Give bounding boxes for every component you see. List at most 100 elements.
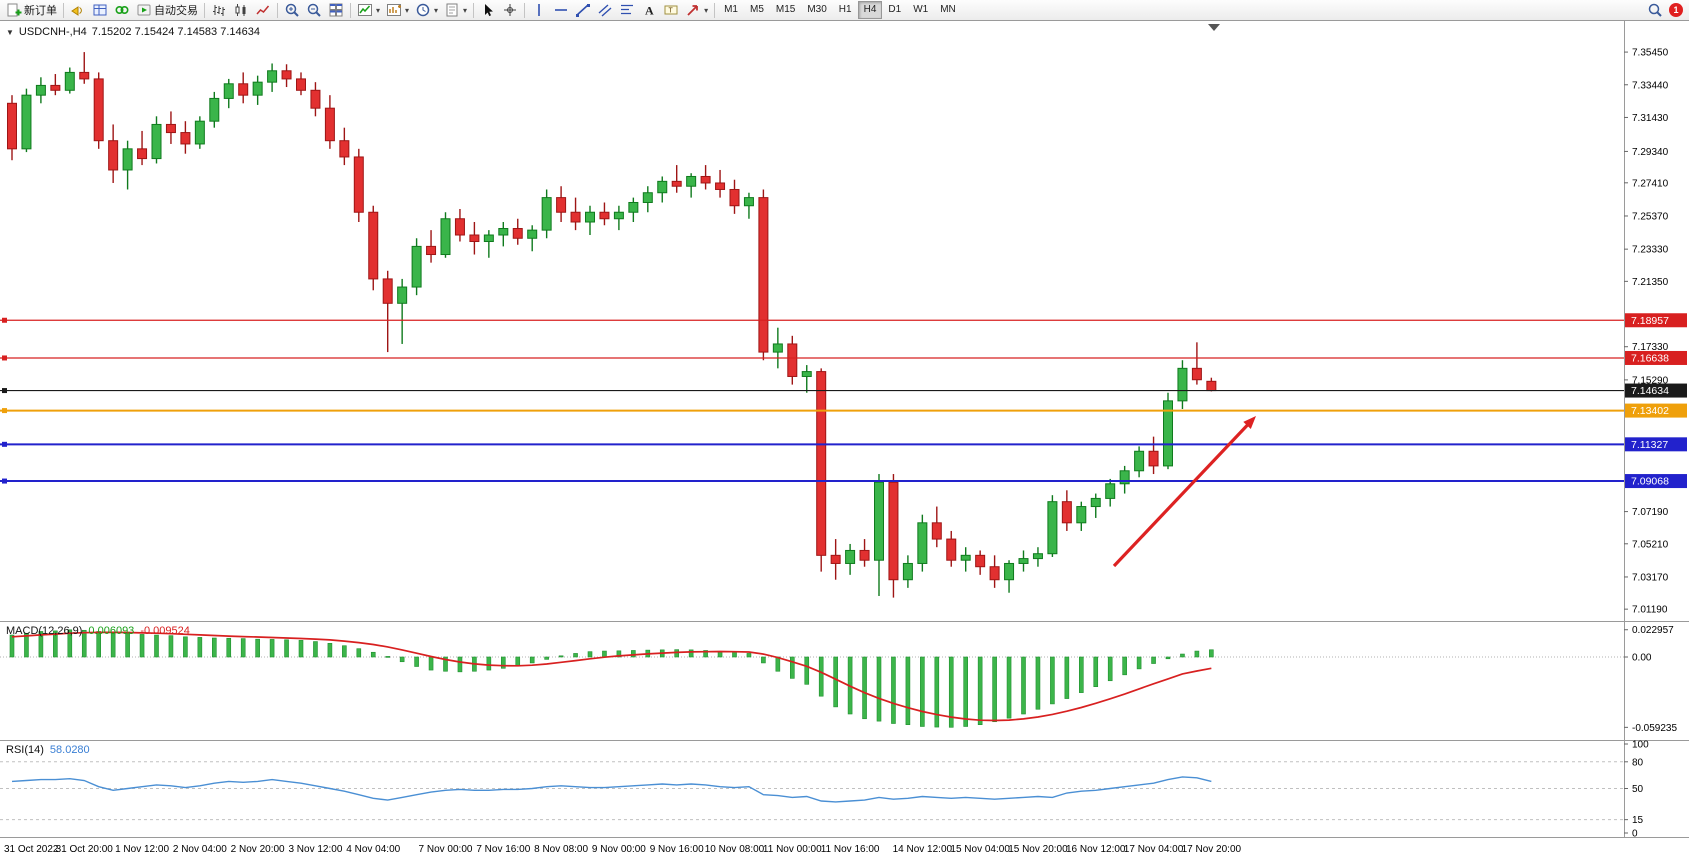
- macd-bar: [992, 656, 997, 723]
- text-button[interactable]: A: [638, 1, 660, 20]
- level-handle[interactable]: [2, 478, 7, 484]
- autotrade-label: 自动交易: [154, 5, 198, 17]
- timeframe-H1[interactable]: H1: [833, 1, 858, 19]
- search-button[interactable]: [1644, 1, 1666, 20]
- candle: [454, 208, 465, 242]
- zoom-out-button[interactable]: [303, 1, 325, 20]
- vertical-line-button[interactable]: [528, 1, 550, 20]
- candle: [657, 176, 668, 203]
- timeframe-group: M1 M5 M15 M30 H1 H4 D1 W1 MN: [718, 1, 962, 19]
- macd-bar: [1165, 656, 1171, 660]
- indicators-button[interactable]: ▾: [354, 1, 383, 20]
- new-order-button[interactable]: 新订单: [3, 1, 60, 20]
- profiles-button[interactable]: ▾: [412, 1, 441, 20]
- symbol-dropdown-icon[interactable]: ▼: [6, 27, 14, 37]
- macd-bar: [67, 629, 73, 658]
- timeframe-M1[interactable]: M1: [718, 1, 744, 19]
- candle-body: [165, 123, 176, 134]
- line-chart-button[interactable]: [252, 1, 274, 20]
- macd-bar: [703, 650, 708, 658]
- autotrade-icon: [136, 2, 152, 18]
- level-handle[interactable]: [2, 317, 7, 323]
- macd-bar: [558, 655, 564, 658]
- candle-body: [108, 140, 119, 171]
- arrows-button[interactable]: ▾: [682, 1, 711, 20]
- new-order-label: 新订单: [24, 5, 57, 17]
- time-axis-label: 31 Oct 2022: [4, 844, 59, 855]
- timeframe-M5[interactable]: M5: [744, 1, 770, 19]
- macd-bar: [602, 650, 607, 658]
- ea-scripts-icon: [114, 2, 130, 18]
- price-axis-label: 7.03170: [1632, 572, 1669, 583]
- macd-name: MACD(12,26,9): [6, 625, 83, 637]
- chart-shift-marker[interactable]: [1208, 24, 1220, 31]
- candle: [772, 327, 783, 369]
- trendline-button[interactable]: [572, 1, 594, 20]
- trend-arrow-line[interactable]: [1112, 419, 1254, 568]
- caret-down-icon: ▾: [376, 5, 381, 15]
- search-icon: [1647, 2, 1663, 18]
- candle: [108, 124, 119, 183]
- macd-bar: [428, 656, 434, 671]
- level-handle[interactable]: [2, 441, 7, 447]
- timeframe-W1[interactable]: W1: [907, 1, 934, 19]
- candle: [151, 116, 162, 164]
- caret-down-icon: ▾: [434, 5, 439, 15]
- candle: [931, 506, 942, 548]
- candle: [1004, 560, 1015, 593]
- level-handle[interactable]: [2, 408, 7, 414]
- macd-bar: [789, 656, 795, 679]
- autotrade-button[interactable]: 自动交易: [133, 1, 201, 20]
- alerts-button[interactable]: [67, 1, 89, 20]
- notification-button[interactable]: 1: [1666, 1, 1686, 20]
- candle: [729, 179, 740, 214]
- macd-bar: [486, 656, 492, 671]
- chart-symbol-header[interactable]: ▼ USDCNH-,H4 7.15202 7.15424 7.14583 7.1…: [6, 26, 260, 38]
- candle-body: [353, 156, 364, 213]
- cursor-button[interactable]: [477, 1, 499, 20]
- timeframe-D1[interactable]: D1: [882, 1, 907, 19]
- toolbar-group: [281, 1, 347, 20]
- timeframe-MN[interactable]: MN: [934, 1, 962, 19]
- candle: [252, 75, 263, 105]
- candle-body: [686, 175, 697, 187]
- candle: [7, 95, 17, 161]
- rsi-indicator-label[interactable]: RSI(14) 58.0280: [6, 744, 90, 756]
- macd-indicator-label[interactable]: MACD(12,26,9) 0.006093 -0.009524: [6, 625, 190, 637]
- price-axis-label: 7.35450: [1632, 48, 1669, 59]
- candle-body: [888, 481, 899, 581]
- trend-arrow-head[interactable]: [1243, 416, 1256, 429]
- candle-body: [787, 343, 798, 377]
- equidistant-channel-button[interactable]: [594, 1, 616, 20]
- toolbar-group: [208, 1, 274, 20]
- timeframe-M30[interactable]: M30: [801, 1, 832, 19]
- market-watch-button[interactable]: [89, 1, 111, 20]
- horizontal-line-button[interactable]: [550, 1, 572, 20]
- price-axis-label: 7.21350: [1632, 277, 1669, 288]
- timeframe-M15[interactable]: M15: [770, 1, 801, 19]
- candle: [209, 91, 220, 128]
- time-axis-label: 17 Nov 20:00: [1182, 844, 1242, 855]
- candle: [310, 82, 321, 117]
- level-handle[interactable]: [2, 355, 7, 361]
- templates-button[interactable]: ▾: [441, 1, 470, 20]
- timeframe-H4[interactable]: H4: [857, 1, 883, 19]
- candlestick-chart-button[interactable]: [230, 1, 252, 20]
- level-handle[interactable]: [2, 388, 7, 394]
- crosshair-button[interactable]: [499, 1, 521, 20]
- tile-windows-button[interactable]: [325, 1, 347, 20]
- zoom-in-button[interactable]: [281, 1, 303, 20]
- time-axis-label: 11 Nov 16:00: [821, 844, 880, 855]
- fibonacci-button[interactable]: [616, 1, 638, 20]
- text-label-button[interactable]: T: [660, 1, 682, 20]
- candle: [946, 530, 957, 567]
- time-axis-label: 15 Nov 20:00: [1008, 844, 1068, 855]
- candle-body: [628, 201, 639, 213]
- macd-bar: [370, 651, 376, 658]
- new-chart-button[interactable]: ▾: [383, 1, 412, 20]
- bar-chart-button[interactable]: [208, 1, 230, 20]
- candle: [238, 72, 249, 104]
- time-axis-label: 7 Nov 16:00: [476, 844, 530, 855]
- ea-scripts-button[interactable]: [111, 1, 133, 20]
